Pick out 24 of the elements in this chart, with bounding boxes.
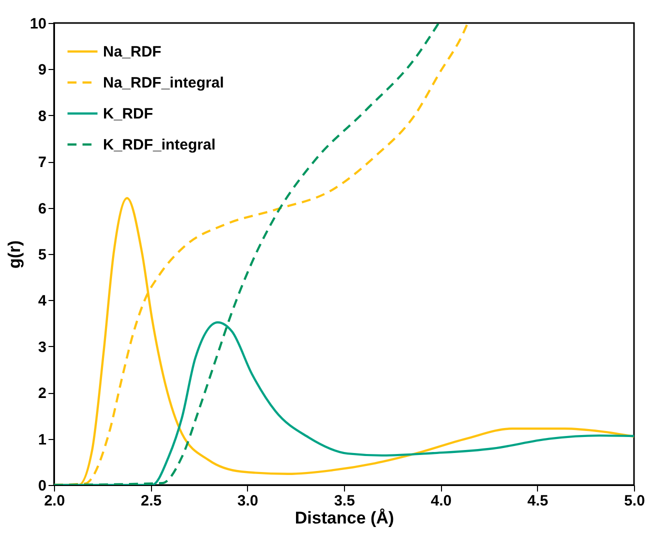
y-tick-label: 4 — [38, 292, 48, 310]
x-tick-label: 4.0 — [430, 492, 452, 510]
x-tick-label: 5.0 — [624, 492, 645, 510]
x-tick-label: 2.5 — [140, 492, 162, 510]
legend-label: K_RDF — [103, 106, 154, 122]
y-tick-label: 2 — [38, 385, 46, 402]
y-tick-label: 8 — [38, 108, 46, 125]
legend-label: K_RDF_integral — [103, 136, 216, 154]
y-tick-label: 9 — [38, 62, 46, 79]
x-tick-label: 2.0 — [44, 492, 65, 510]
x-tick-label: 4.5 — [527, 492, 548, 510]
y-axis-title: g(r) — [4, 240, 24, 269]
y-tick-label: 10 — [30, 16, 46, 32]
x-tick-label: 3.0 — [237, 492, 258, 510]
legend-label: Na_RDF — [103, 44, 162, 60]
x-axis-title: Distance (Å) — [294, 508, 394, 528]
y-tick-label: 7 — [38, 154, 46, 172]
x-tick-label: 3.5 — [334, 492, 355, 510]
legend-label: Na_RDF_integral — [103, 74, 224, 92]
y-tick-label: 5 — [38, 246, 46, 264]
y-tick-label: 0 — [38, 478, 46, 494]
y-tick-label: 3 — [38, 338, 46, 356]
y-tick-label: 1 — [38, 431, 46, 448]
y-tick-label: 6 — [38, 200, 46, 218]
